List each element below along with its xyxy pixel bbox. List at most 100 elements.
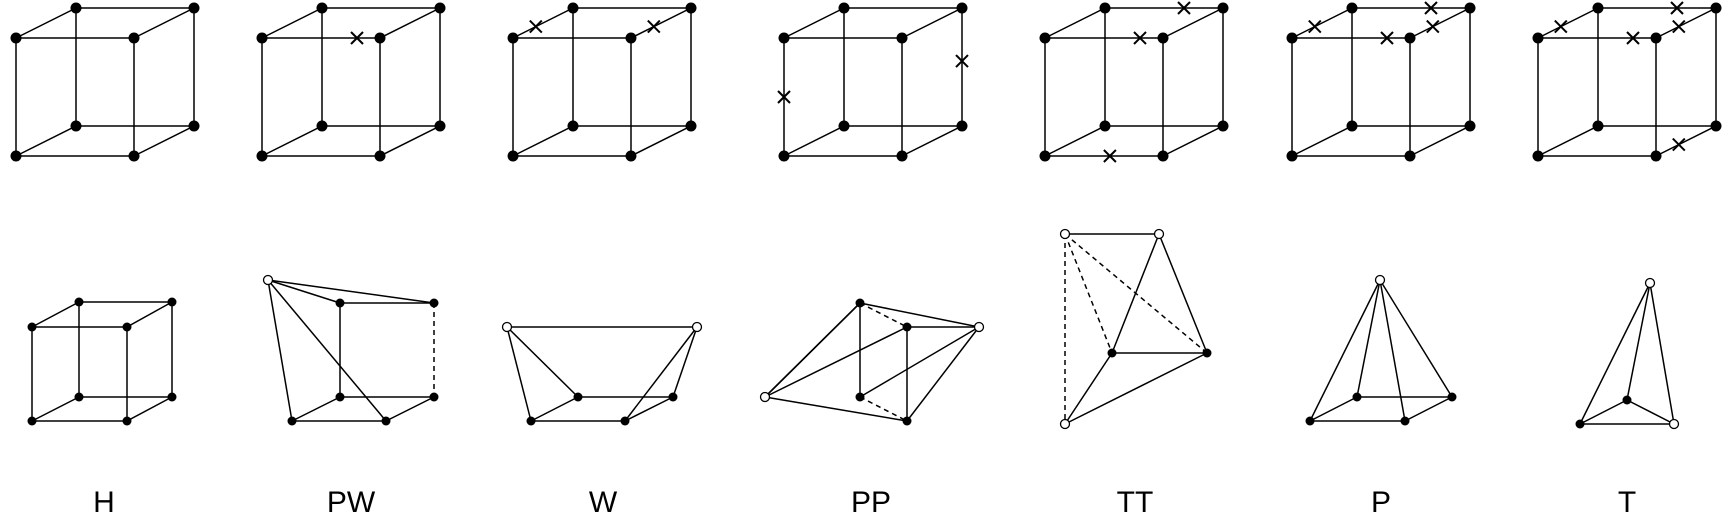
node xyxy=(122,416,132,426)
tetrahedron-pair-shape xyxy=(1064,233,1208,425)
edge-mark-back-top-edge xyxy=(1133,31,1147,45)
node xyxy=(896,150,908,162)
node xyxy=(956,2,968,14)
node xyxy=(1447,392,1457,402)
cube-edge xyxy=(630,7,692,39)
node xyxy=(128,32,140,44)
pyramid-pyramid-nodes xyxy=(759,298,985,426)
pyramid-wedge-nodes xyxy=(262,274,439,426)
node xyxy=(1404,32,1416,44)
cube-edge xyxy=(1162,125,1224,157)
cube-edge xyxy=(15,125,77,157)
top-row-cubes xyxy=(10,1,1722,163)
node xyxy=(27,416,37,426)
edge-mark-top-back-edge xyxy=(1670,1,1684,15)
node xyxy=(374,150,386,162)
cube-tt xyxy=(1039,1,1229,163)
label-pw: PW xyxy=(327,486,376,517)
pyramid-shape xyxy=(1309,279,1453,422)
cube-h xyxy=(10,2,200,162)
node xyxy=(507,150,519,162)
wedge-nodes xyxy=(501,321,703,426)
node xyxy=(1464,2,1476,14)
node xyxy=(838,2,850,14)
node xyxy=(1157,32,1169,44)
node xyxy=(1286,32,1298,44)
pyramid-wedge-shape xyxy=(267,279,435,422)
edge-mark-top-left-diagonal xyxy=(1308,19,1322,34)
hollow-node xyxy=(262,274,274,286)
pyramid-nodes xyxy=(1305,274,1457,426)
hollow-node xyxy=(1153,228,1165,240)
node xyxy=(1650,150,1662,162)
node xyxy=(1592,120,1604,132)
cube-t xyxy=(1532,1,1722,162)
tetrahedron-shape xyxy=(1579,282,1675,425)
node xyxy=(122,322,132,332)
node xyxy=(1464,120,1476,132)
edge-mark-top-left-diagonal xyxy=(1554,19,1568,34)
hollow-node xyxy=(1668,418,1680,430)
cube-p xyxy=(1286,1,1476,162)
cube-edge xyxy=(630,125,692,157)
cube-edge xyxy=(15,7,77,39)
node xyxy=(567,120,579,132)
cube-edge xyxy=(1655,7,1717,39)
node xyxy=(74,392,84,402)
cube-edge xyxy=(1162,7,1224,39)
cube-edge xyxy=(261,125,323,157)
node xyxy=(10,32,22,44)
hollow-node xyxy=(1644,277,1656,289)
node xyxy=(956,120,968,132)
node xyxy=(1099,2,1111,14)
hollow-node xyxy=(1059,418,1071,430)
label-p: P xyxy=(1371,486,1391,517)
edge-mark-bottom-front-edge xyxy=(1103,149,1117,163)
node xyxy=(1039,150,1051,162)
node xyxy=(167,392,177,402)
cube-edge xyxy=(1409,125,1471,157)
node xyxy=(1157,150,1169,162)
node xyxy=(1404,150,1416,162)
node xyxy=(685,2,697,14)
node xyxy=(1710,2,1722,14)
node xyxy=(567,2,579,14)
cube-edge xyxy=(512,7,574,39)
cube-edge xyxy=(133,7,195,39)
hollow-node xyxy=(501,321,513,333)
node xyxy=(74,297,84,307)
node xyxy=(1532,32,1544,44)
node xyxy=(10,150,22,162)
cube-edge xyxy=(1537,125,1599,157)
node xyxy=(256,150,268,162)
node xyxy=(335,392,345,402)
node xyxy=(128,150,140,162)
hollow-node xyxy=(691,321,703,333)
label-t: T xyxy=(1618,486,1636,517)
pyramid-pyramid-shape xyxy=(764,302,980,422)
hexahedron-shape xyxy=(31,301,173,422)
node xyxy=(1575,419,1585,429)
node xyxy=(381,416,391,426)
node xyxy=(668,392,678,402)
node xyxy=(429,392,439,402)
cube-edge xyxy=(1409,7,1471,39)
node xyxy=(573,392,583,402)
cube-edge xyxy=(379,125,441,157)
node xyxy=(902,416,912,426)
labels: H PW W PP TT P T xyxy=(93,486,1636,519)
node xyxy=(896,32,908,44)
node xyxy=(188,120,200,132)
cube-w xyxy=(507,2,697,162)
node xyxy=(1039,32,1051,44)
edge-mark-top-right-diagonal xyxy=(1426,19,1440,34)
cube-edge xyxy=(783,125,845,157)
cube-edge xyxy=(901,7,963,39)
node xyxy=(620,416,630,426)
node xyxy=(429,298,439,308)
node xyxy=(625,150,637,162)
label-w: W xyxy=(589,486,618,517)
label-h: H xyxy=(93,486,115,517)
edge-mark-top-back-edge xyxy=(1177,1,1191,15)
